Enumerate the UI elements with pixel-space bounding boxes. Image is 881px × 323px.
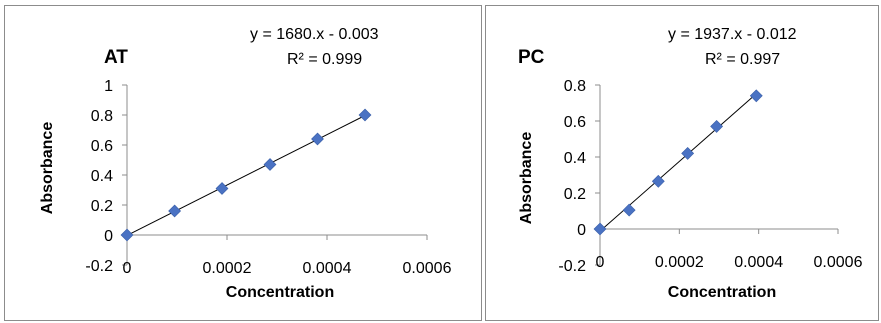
y-tick-label: 0.4	[91, 168, 113, 185]
y-tick-label: 0	[577, 222, 586, 239]
y-tick-label: 0.8	[564, 78, 586, 95]
r-squared: R² = 0.997	[705, 51, 780, 68]
data-point-marker	[120, 228, 134, 242]
y-axis-label: Absorbance	[518, 132, 535, 225]
data-point-marker	[710, 119, 724, 133]
chart-title: AT	[104, 47, 128, 68]
x-tick-label: 0.0006	[403, 260, 452, 277]
data-point-marker	[168, 204, 182, 218]
data-point-marker	[215, 182, 229, 195]
data-point-marker	[749, 89, 763, 103]
y-tick-label: 1	[104, 78, 113, 95]
chart-panel-pc: PC y = 1937.x - 0.012 R² = 0.997 Concent…	[485, 5, 879, 321]
x-tick-label: 0.0004	[303, 260, 352, 277]
x-tick-label: 0.0004	[734, 254, 783, 271]
y-tick-label: 0.6	[564, 114, 586, 131]
y-tick-label: 0.6	[91, 138, 113, 155]
chart-svg-at: AT y = 1680.x - 0.003 R² = 0.999 Concent…	[39, 26, 452, 301]
data-point-marker	[593, 222, 607, 236]
y-tick-label: -0.2	[558, 258, 586, 275]
data-point-marker	[311, 132, 324, 146]
trendline	[126, 115, 366, 236]
data-point-marker	[681, 146, 695, 160]
y-tick-label: -0.2	[85, 258, 113, 275]
y-tick-label: 0.8	[91, 108, 113, 125]
x-axis-label: Concentration	[668, 284, 776, 301]
x-tick-label: 0.0006	[814, 254, 863, 271]
r-squared: R² = 0.999	[287, 51, 362, 68]
trendline-equation: y = 1680.x - 0.003	[250, 26, 379, 43]
data-point-marker	[651, 174, 665, 188]
y-tick-label: 0.2	[564, 186, 586, 203]
x-tick-label: 0.0002	[655, 254, 704, 271]
chart-svg-pc: PC y = 1937.x - 0.012 R² = 0.997 Concent…	[518, 26, 863, 301]
x-tick-label: 0	[596, 254, 605, 271]
y-axis-label: Absorbance	[39, 122, 56, 215]
x-axis-label: Concentration	[226, 284, 334, 301]
chart-panel-at: AT y = 1680.x - 0.003 R² = 0.999 Concent…	[4, 5, 482, 321]
data-point-marker	[358, 108, 372, 122]
data-point-marker	[622, 203, 636, 217]
plot-area: -0.2 0 0.2 0.4 0.6 0.8 1 0 0.0002 0.0004 0.0006	[85, 78, 451, 277]
y-tick-label: 0.2	[91, 198, 113, 215]
x-tick-label: 0	[123, 260, 132, 277]
x-tick-label: 0.0002	[203, 260, 252, 277]
chart-title: PC	[518, 47, 545, 68]
y-tick-label: 0	[104, 228, 113, 245]
plot-area: -0.2 0 0.2 0.4 0.6 0.8 0 0.0002 0.0004 0.0006	[558, 78, 862, 275]
trendline-equation: y = 1937.x - 0.012	[668, 26, 797, 43]
data-point-marker	[263, 158, 277, 171]
y-tick-label: 0.4	[564, 150, 586, 167]
